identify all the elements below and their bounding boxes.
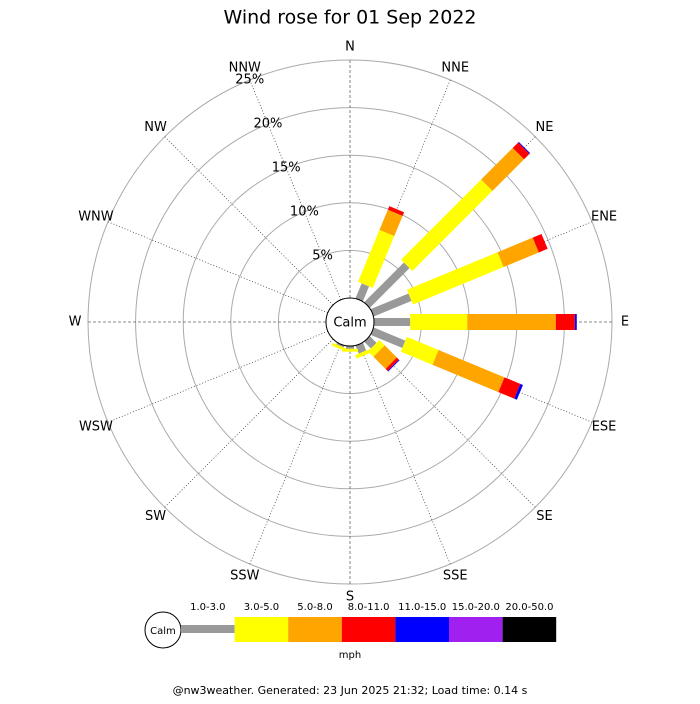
bar-segment [481,147,525,191]
bar-segment [401,179,493,271]
direction-label: W [69,315,82,330]
direction-label: NNE [441,60,469,75]
legend-swatch [341,617,396,642]
legend-label: 5.0-8.0 [297,602,332,613]
direction-label: N [345,40,355,55]
spoke [358,344,451,565]
direction-label: NNW [229,60,261,75]
bar-segment [364,262,410,308]
bar-segment [331,342,348,352]
bar-segment [432,350,505,393]
legend-label: 8.0-11.0 [348,602,390,613]
legend-swatch [395,617,449,642]
direction-label: ENE [591,209,617,224]
bar-segment [406,252,504,305]
spoke [249,344,342,565]
direction-label: NE [535,120,553,135]
footer: @nw3weather. Generated: 23 Jun 2025 21:3… [173,684,528,697]
legend-label: 3.0-5.0 [244,602,279,613]
legend-unit: mph [339,650,361,661]
bar-segment [498,377,521,399]
bar-segment [368,340,385,357]
legend-label: 20.0-50.0 [505,602,553,613]
bar-segment [387,359,400,372]
bar-segment [355,342,367,354]
legend-swatch [449,617,503,642]
bar-segment [364,336,377,349]
plot: N NNE NE ENE E ESE SE SSE S SSW SW WSW W WNW NW NNW 5% 10… [69,40,629,649]
bar-segment [532,234,548,253]
direction-label: SE [536,509,552,524]
ring-label: 25% [235,72,264,87]
direction-label: SW [145,509,166,524]
ring-label: 10% [290,204,319,219]
ring-label: 5% [312,248,333,263]
spoke [164,136,334,306]
ring-label: 20% [253,116,282,131]
bar-segment [370,327,406,348]
chart-title: Wind rose for 01 Sep 2022 [223,7,476,29]
bar-segment [497,237,539,268]
legend-swatch [181,625,235,633]
legend-swatch [288,617,342,642]
spoke [164,338,334,508]
spoke [366,338,536,508]
spoke [107,330,328,423]
bar-segment [387,206,405,216]
bar-segment [514,383,523,400]
bar-segment [512,142,530,160]
direction-label: SSE [443,569,468,584]
legend-swatch [502,617,557,642]
direction-label: NW [144,120,167,135]
ring-label: 15% [272,160,301,175]
calm-circle [325,297,375,347]
direction-label: E [621,315,629,330]
direction-label: WSW [79,420,113,435]
direction-label: ESE [592,420,617,435]
bar-segment [385,357,399,371]
bar-segment [400,336,439,365]
direction-label: S [346,590,354,605]
bar-segment [518,141,531,154]
direction-label: SSW [230,569,260,584]
bar-segment [355,349,372,359]
legend-label: 15.0-20.0 [452,602,500,613]
direction-label: WNW [78,209,114,224]
bar-segment [370,293,412,317]
spoke [107,221,328,314]
legend-label: 11.0-15.0 [398,602,446,613]
legend-calm-label: Calm [150,626,176,637]
legend-swatch [234,617,289,642]
bar-segment [357,229,395,288]
legend-label: 1.0-3.0 [190,602,225,613]
spoke [249,79,342,300]
bar-segment [373,345,397,369]
bar-segment [379,209,403,237]
bar-segment [355,283,370,302]
calm-label: Calm [333,316,366,331]
